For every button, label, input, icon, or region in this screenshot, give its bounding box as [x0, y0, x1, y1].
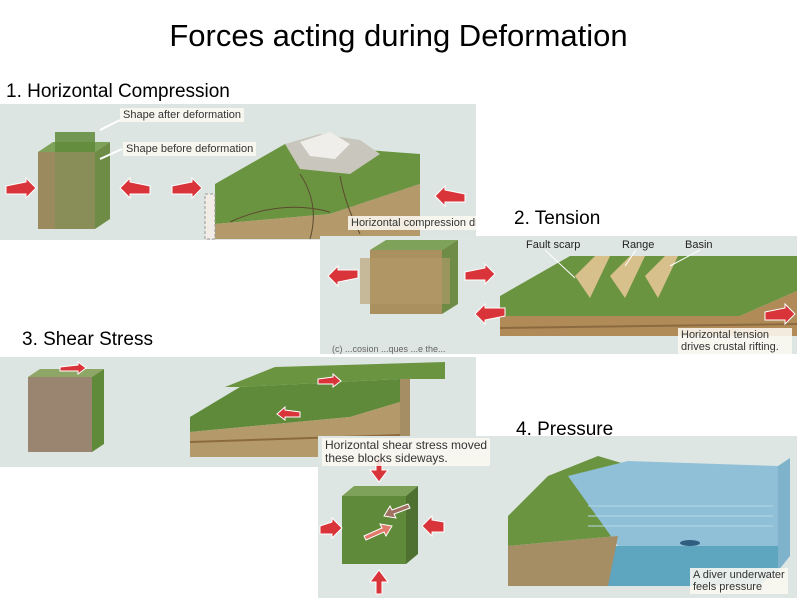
- heading-shear: 3. Shear Stress: [22, 329, 153, 350]
- tension-illustration: Fault scarp Range Basin Horizontal tensi…: [320, 236, 797, 354]
- caption-tension: Horizontal tension drives crustal riftin…: [678, 328, 792, 354]
- caption-pressure-line1: A diver underwater: [693, 569, 785, 581]
- caption-compression: Horizontal compression drives collision: [348, 216, 476, 230]
- label-shape-before: Shape before deformation: [123, 142, 257, 156]
- caption-shear: Horizontal shear stress moved these bloc…: [322, 438, 491, 466]
- heading-compression: 1. Horizontal Compression: [6, 81, 230, 102]
- caption-pressure: A diver underwater feels pressure: [690, 568, 788, 594]
- label-shape-after: Shape after deformation: [120, 108, 245, 122]
- caption-tension-partial: (c) ...cosion ...ques ...e the...: [332, 344, 446, 354]
- label-range: Range: [622, 239, 655, 251]
- caption-pressure-line2: feels pressure: [693, 581, 763, 593]
- label-fault-scarp: Fault scarp: [526, 239, 581, 251]
- compression-illustration: Shape after deformation Shape before def…: [0, 104, 476, 240]
- page-title: Forces acting during Deformation: [169, 18, 628, 53]
- heading-pressure: 4. Pressure: [516, 419, 614, 440]
- pressure-illustration: Horizontal shear stress moved these bloc…: [318, 436, 797, 598]
- caption-shear-line1: Horizontal shear stress moved: [325, 438, 488, 452]
- label-basin: Basin: [685, 239, 713, 251]
- heading-tension: 2. Tension: [514, 208, 601, 229]
- caption-shear-line2: these blocks sideways.: [325, 451, 448, 465]
